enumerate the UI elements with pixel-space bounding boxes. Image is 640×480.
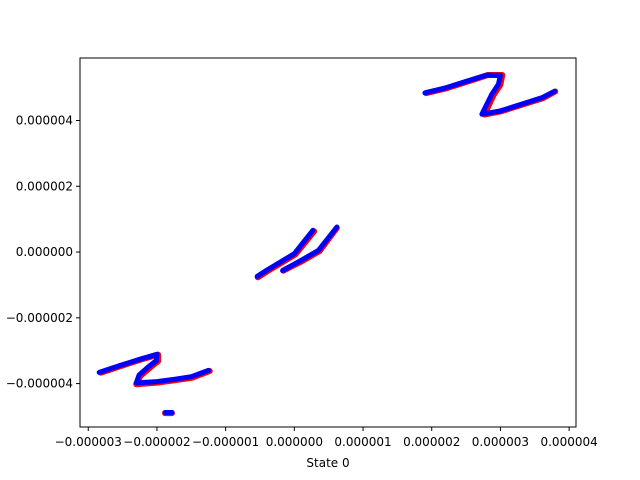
y-axis-ticks: −0.000004 −0.000002 0.000000 0.000002 0.0000…	[6, 113, 80, 391]
y-tick-label-4: 0.000004	[16, 113, 73, 127]
series-1-segment-3	[280, 224, 340, 273]
x-tick-label-4: 0.000001	[334, 435, 391, 449]
x-axis-ticks: −0.000003 −0.000002 −0.000001 0.000000 0.000…	[55, 427, 598, 449]
series-1-segment-0	[96, 351, 211, 386]
plot-frame	[79, 57, 577, 428]
x-tick-label-7: 0.000004	[540, 435, 597, 449]
series-1-segment-4	[422, 72, 558, 117]
x-tick-label-2: −0.000001	[192, 435, 259, 449]
x-tick-label-3: 0.000000	[266, 435, 323, 449]
series-1-segment-2	[254, 227, 316, 279]
y-tick-label-2: 0.000000	[16, 245, 73, 259]
y-tick-label-3: 0.000002	[16, 179, 73, 193]
x-tick-label-1: −0.000002	[123, 435, 190, 449]
data-layer	[96, 72, 559, 417]
y-tick-label-0: −0.000004	[6, 377, 73, 391]
y-tick-label-1: −0.000002	[6, 311, 73, 325]
x-tick-label-5: 0.000002	[403, 435, 460, 449]
x-tick-label-0: −0.000003	[55, 435, 122, 449]
x-tick-label-6: 0.000003	[472, 435, 529, 449]
x-axis-label: State 0	[306, 456, 349, 470]
